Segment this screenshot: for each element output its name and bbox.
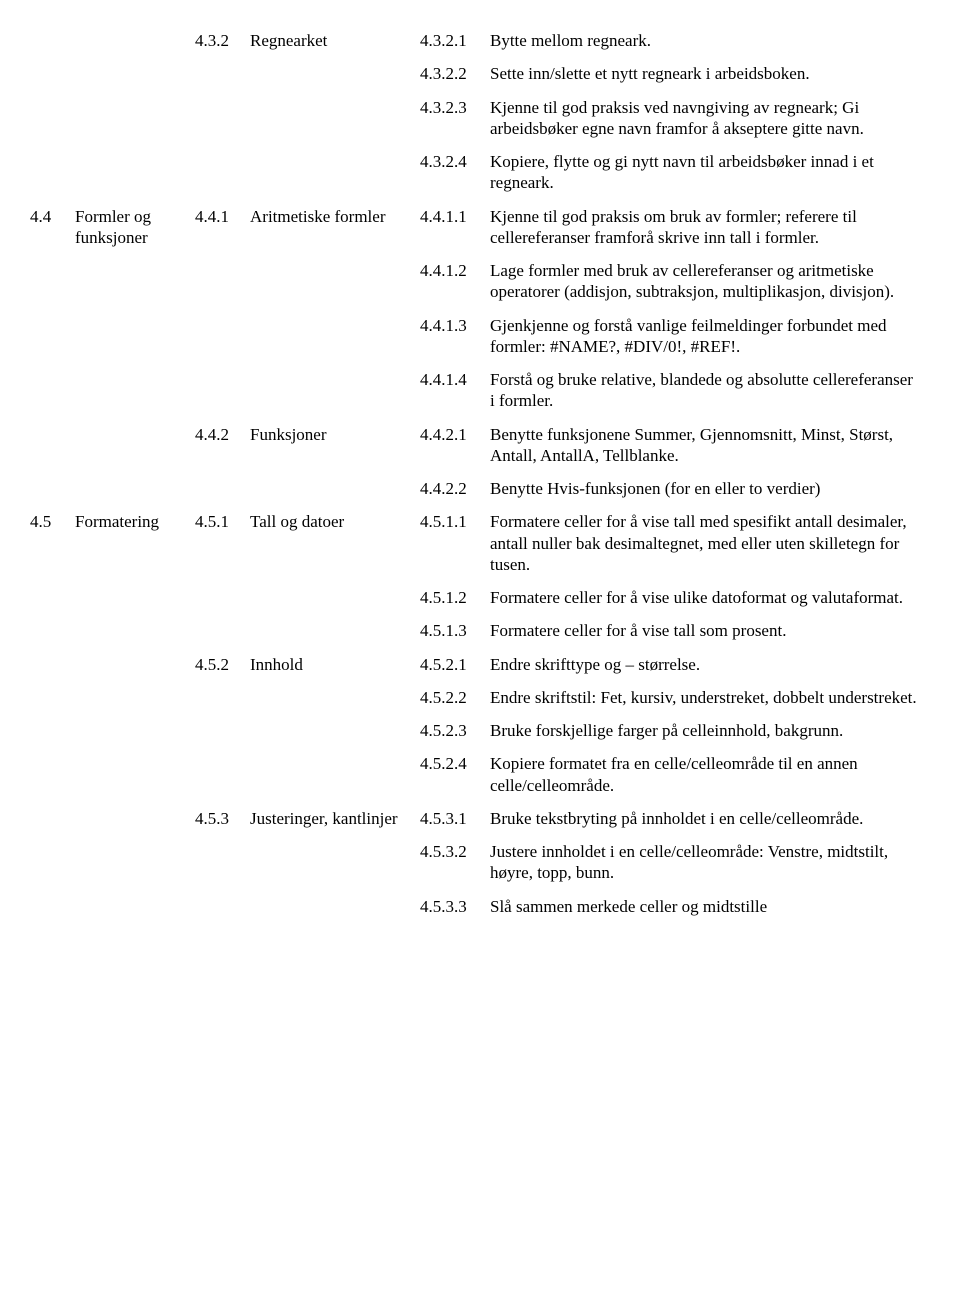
level3-description: Kopiere, flytte og gi nytt navn til arbe… bbox=[490, 151, 920, 194]
level3-number: 4.3.2.1 bbox=[420, 30, 480, 51]
level3-number: 4.5.2.1 bbox=[420, 654, 480, 675]
outline-row: 4.5.1.2 Formatere celler for å vise ulike… bbox=[30, 587, 920, 608]
level2-number: 4.5.2 bbox=[195, 654, 240, 675]
outline-row: 4.3.2.2 Sette inn/slette et nytt regneark… bbox=[30, 63, 920, 84]
level3-description: Benytte funksjonene Summer, Gjennomsnitt… bbox=[490, 424, 920, 467]
level3-description: Slå sammen merkede celler og midtstille bbox=[490, 896, 920, 917]
outline-row: 4.4.1.2 Lage formler med bruk av celleref… bbox=[30, 260, 920, 303]
level3-description: Bytte mellom regneark. bbox=[490, 30, 920, 51]
level3-number: 4.5.2.3 bbox=[420, 720, 480, 741]
outline-row: 4.5.2.4 Kopiere formatet fra en celle/cel… bbox=[30, 753, 920, 796]
level3-description: Formatere celler for å vise tall med spe… bbox=[490, 511, 920, 575]
outline-row: 4.4.1.3 Gjenkjenne og forstå vanlige feil… bbox=[30, 315, 920, 358]
level3-number: 4.5.3.3 bbox=[420, 896, 480, 917]
level3-number: 4.5.3.2 bbox=[420, 841, 480, 862]
level3-number: 4.5.2.4 bbox=[420, 753, 480, 774]
level3-description: Lage formler med bruk av cellereferanser… bbox=[490, 260, 920, 303]
level3-description: Formatere celler for å vise ulike datofo… bbox=[490, 587, 920, 608]
level3-description: Forstå og bruke relative, blandede og ab… bbox=[490, 369, 920, 412]
level2-number: 4.5.1 bbox=[195, 511, 240, 532]
level3-number: 4.4.2.2 bbox=[420, 478, 480, 499]
level1-title: Formatering bbox=[75, 511, 185, 532]
level3-number: 4.4.1.2 bbox=[420, 260, 480, 281]
level3-description: Gjenkjenne og forstå vanlige feilmelding… bbox=[490, 315, 920, 358]
level1-title: Formler og funksjoner bbox=[75, 206, 185, 249]
level3-number: 4.5.2.2 bbox=[420, 687, 480, 708]
level2-title: Regnearket bbox=[250, 30, 410, 51]
level3-description: Benytte Hvis-funksjonen (for en eller to… bbox=[490, 478, 920, 499]
level1-number: 4.5 bbox=[30, 511, 65, 532]
outline-row: 4.3.2.4 Kopiere, flytte og gi nytt navn t… bbox=[30, 151, 920, 194]
level3-description: Sette inn/slette et nytt regneark i arbe… bbox=[490, 63, 920, 84]
level3-description: Kjenne til god praksis om bruk av formle… bbox=[490, 206, 920, 249]
outline-row: 4.4.2.2 Benytte Hvis-funksjonen (for en e… bbox=[30, 478, 920, 499]
outline-row: 4.5.1.3 Formatere celler for å vise tall … bbox=[30, 620, 920, 641]
level2-number: 4.4.2 bbox=[195, 424, 240, 445]
level2-title: Justeringer, kantlinjer bbox=[250, 808, 410, 829]
level3-description: Endre skrifttype og – størrelse. bbox=[490, 654, 920, 675]
outline-row: 4.5.3.3 Slå sammen merkede celler og midt… bbox=[30, 896, 920, 917]
outline-row: 4.3.2.3 Kjenne til god praksis ved navngi… bbox=[30, 97, 920, 140]
outline-row: 4.4.2 Funksjoner 4.4.2.1 Benytte funksjonen… bbox=[30, 424, 920, 467]
level2-title: Aritmetiske formler bbox=[250, 206, 410, 227]
level3-number: 4.5.3.1 bbox=[420, 808, 480, 829]
level2-title: Innhold bbox=[250, 654, 410, 675]
level3-description: Kjenne til god praksis ved navngiving av… bbox=[490, 97, 920, 140]
level1-number: 4.4 bbox=[30, 206, 65, 227]
level3-description: Endre skriftstil: Fet, kursiv, understre… bbox=[490, 687, 920, 708]
level3-number: 4.3.2.4 bbox=[420, 151, 480, 172]
level2-number: 4.4.1 bbox=[195, 206, 240, 227]
outline-row: 4.5.2.3 Bruke forskjellige farger på cell… bbox=[30, 720, 920, 741]
outline-row: 4.4 Formler og funksjoner 4.4.1 Aritmetiske… bbox=[30, 206, 920, 249]
level3-description: Justere innholdet i en celle/celleområde… bbox=[490, 841, 920, 884]
level3-number: 4.4.2.1 bbox=[420, 424, 480, 445]
outline-row: 4.5.3.2 Justere innholdet i en celle/cell… bbox=[30, 841, 920, 884]
level3-description: Bruke tekstbryting på innholdet i en cel… bbox=[490, 808, 920, 829]
outline-row: 4.3.2 Regnearket 4.3.2.1 Bytte mellom regne… bbox=[30, 30, 920, 51]
level3-number: 4.4.1.1 bbox=[420, 206, 480, 227]
level3-number: 4.5.1.2 bbox=[420, 587, 480, 608]
outline-row: 4.5.2.2 Endre skriftstil: Fet, kursiv, un… bbox=[30, 687, 920, 708]
level2-title: Funksjoner bbox=[250, 424, 410, 445]
level3-number: 4.3.2.3 bbox=[420, 97, 480, 118]
level3-number: 4.5.1.1 bbox=[420, 511, 480, 532]
level3-number: 4.4.1.4 bbox=[420, 369, 480, 390]
level2-number: 4.3.2 bbox=[195, 30, 240, 51]
level2-title: Tall og datoer bbox=[250, 511, 410, 532]
outline-row: 4.5.3 Justeringer, kantlinjer 4.5.3.1 Bruke… bbox=[30, 808, 920, 829]
outline-row: 4.5 Formatering 4.5.1 Tall og datoer 4.5.1.1… bbox=[30, 511, 920, 575]
level3-number: 4.5.1.3 bbox=[420, 620, 480, 641]
outline-row: 4.4.1.4 Forstå og bruke relative, blanded… bbox=[30, 369, 920, 412]
level3-number: 4.3.2.2 bbox=[420, 63, 480, 84]
level2-number: 4.5.3 bbox=[195, 808, 240, 829]
document-page: 4.3.2 Regnearket 4.3.2.1 Bytte mellom regne… bbox=[0, 0, 960, 1292]
level3-description: Kopiere formatet fra en celle/celleområd… bbox=[490, 753, 920, 796]
outline-row: 4.5.2 Innhold 4.5.2.1 Endre skrifttype og –… bbox=[30, 654, 920, 675]
level3-description: Formatere celler for å vise tall som pro… bbox=[490, 620, 920, 641]
level3-description: Bruke forskjellige farger på celleinnhol… bbox=[490, 720, 920, 741]
level3-number: 4.4.1.3 bbox=[420, 315, 480, 336]
